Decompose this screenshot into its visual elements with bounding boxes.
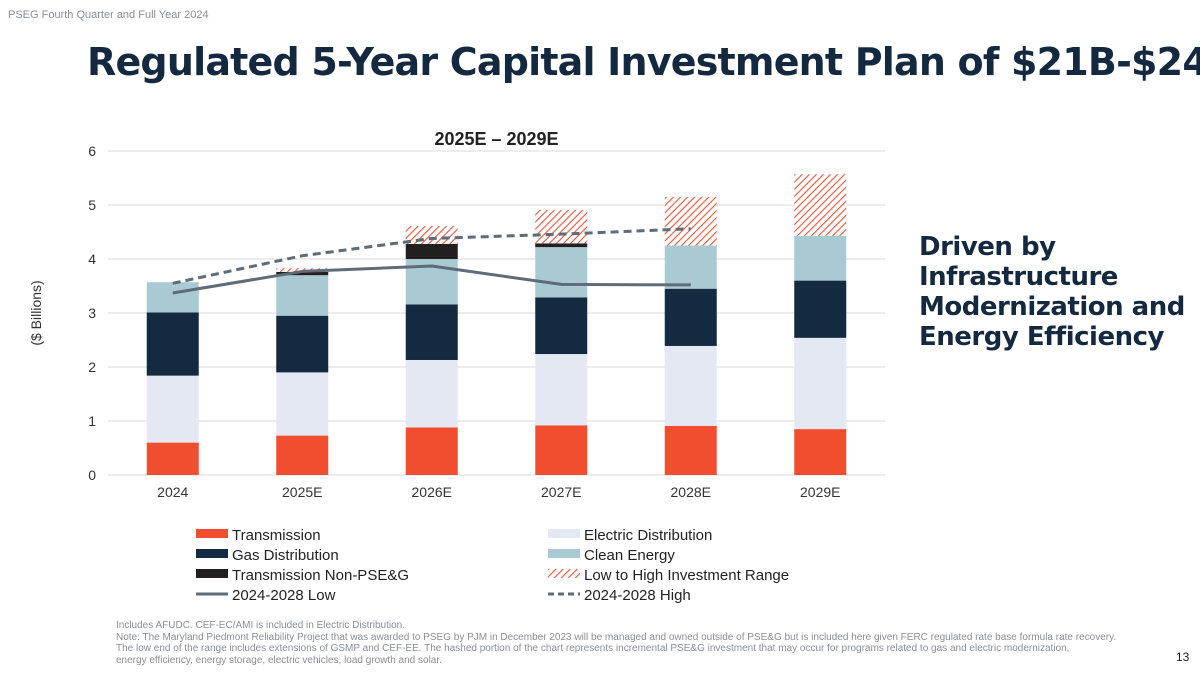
y-tick-label: 1: [88, 413, 96, 429]
legend-swatch: [548, 569, 580, 578]
footnote-line: The low end of the range includes extens…: [116, 643, 1070, 655]
callout-text: Driven by Infrastructure Modernization a…: [919, 232, 1189, 352]
x-tick-label: 2025E: [282, 484, 322, 500]
legend-label: 2024-2028 High: [584, 587, 691, 604]
bar-segment-transmission: [794, 429, 847, 475]
bar-segment-transmission_non_pseg: [276, 271, 329, 276]
bar-segment-gas_distribution: [405, 304, 458, 360]
bar-segment-gas_distribution: [146, 312, 199, 376]
bar-segment-transmission: [664, 425, 717, 475]
bar-segment-transmission: [146, 442, 199, 475]
y-tick-label: 6: [88, 143, 96, 159]
legend-swatch: [548, 549, 580, 558]
high-range-line: [172, 227, 691, 285]
y-tick-label: 0: [88, 467, 96, 483]
legend-label: Low to High Investment Range: [584, 567, 789, 584]
legend-label: Transmission Non-PSE&G: [232, 567, 409, 584]
legend-label: Electric Distribution: [584, 527, 712, 544]
bar-segment-range_hatch: [794, 174, 847, 236]
x-tick-label: 2027E: [541, 484, 581, 500]
low-range-line: [172, 264, 691, 295]
bar-segment-gas_distribution: [535, 297, 588, 355]
legend-label: Gas Distribution: [232, 547, 339, 564]
header-note: PSEG Fourth Quarter and Full Year 2024: [8, 9, 209, 21]
bar-segment-clean_energy: [664, 245, 717, 289]
bar-segment-clean_energy: [794, 235, 847, 281]
legend-label: 2024-2028 Low: [232, 587, 336, 604]
bar-segment-transmission: [405, 427, 458, 475]
footnote-line: Note: The Maryland Piedmont Reliability …: [116, 631, 1117, 643]
bar-segment-transmission: [535, 425, 588, 475]
callout-line: Energy Efficiency: [919, 322, 1164, 352]
bar-segment-electric_distribution: [535, 354, 588, 426]
x-tick-label: 2026E: [412, 484, 452, 500]
bar-segment-gas_distribution: [794, 280, 847, 338]
bar-segment-transmission_non_pseg: [535, 243, 588, 248]
bar-segment-electric_distribution: [794, 337, 847, 430]
legend-label: Transmission: [232, 527, 321, 544]
bar-segment-gas_distribution: [664, 288, 717, 346]
bar-segment-clean_energy: [146, 282, 199, 313]
bar-segment-electric_distribution: [405, 359, 458, 428]
callout-line: Infrastructure: [919, 262, 1118, 292]
bar-segment-range_hatch: [664, 196, 717, 246]
legend-swatch: [196, 529, 228, 538]
bar-segment-clean_energy: [535, 247, 588, 298]
legend-label: Clean Energy: [584, 547, 675, 564]
x-tick-label: 2028E: [671, 484, 711, 500]
y-tick-label: 2: [88, 359, 96, 375]
slide-title: Regulated 5-Year Capital Investment Plan…: [87, 40, 1200, 84]
y-tick-label: 5: [88, 197, 96, 213]
bar-segment-range_hatch: [405, 226, 458, 244]
footnote-line: energy efficiency, energy storage, elect…: [116, 654, 442, 666]
legend-swatch: [196, 549, 228, 558]
footnotes: Includes AFUDC. CEF-EC/AMI is included i…: [116, 620, 1156, 666]
x-tick-label: 2029E: [800, 484, 840, 500]
callout-line: Driven by: [919, 232, 1056, 262]
legend-swatch: [196, 569, 228, 578]
callout-line: Modernization and: [919, 292, 1185, 322]
bar-segment-clean_energy: [276, 275, 329, 316]
bar-segment-range_hatch: [535, 209, 588, 244]
bar-segment-electric_distribution: [146, 375, 199, 443]
bar-segment-gas_distribution: [276, 315, 329, 373]
bar-segment-transmission_non_pseg: [405, 243, 458, 259]
y-tick-label: 3: [88, 305, 96, 321]
bar-segment-electric_distribution: [276, 372, 329, 436]
x-tick-label: 2024: [157, 484, 188, 500]
legend-swatch: [548, 529, 580, 538]
footnote-line: Includes AFUDC. CEF-EC/AMI is included i…: [116, 620, 405, 631]
bar-segment-transmission: [276, 435, 329, 475]
bar-segment-electric_distribution: [664, 345, 717, 426]
page-number: 13: [1176, 650, 1190, 664]
chart-title: 2025E – 2029E: [434, 129, 558, 149]
y-tick-label: 4: [88, 251, 96, 267]
y-axis-label: ($ Billions): [28, 280, 44, 345]
